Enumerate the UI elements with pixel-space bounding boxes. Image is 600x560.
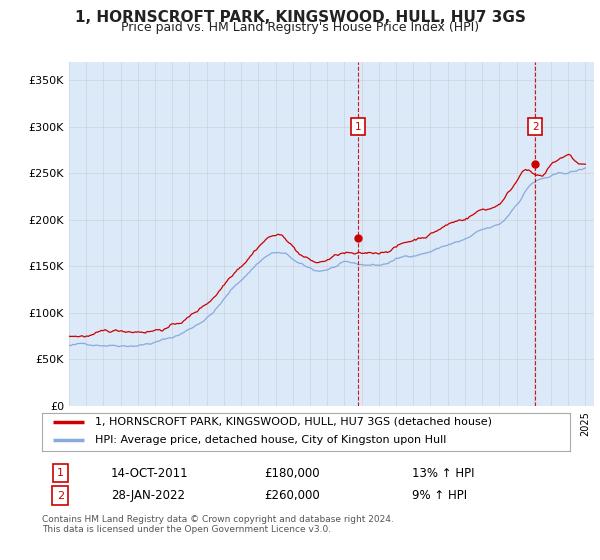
Text: Price paid vs. HM Land Registry's House Price Index (HPI): Price paid vs. HM Land Registry's House … <box>121 21 479 34</box>
Text: 28-JAN-2022: 28-JAN-2022 <box>110 489 185 502</box>
Text: HPI: Average price, detached house, City of Kingston upon Hull: HPI: Average price, detached house, City… <box>95 435 446 445</box>
Text: 2: 2 <box>57 491 64 501</box>
Text: £260,000: £260,000 <box>264 489 320 502</box>
Text: 1, HORNSCROFT PARK, KINGSWOOD, HULL, HU7 3GS: 1, HORNSCROFT PARK, KINGSWOOD, HULL, HU7… <box>74 10 526 25</box>
Text: 1, HORNSCROFT PARK, KINGSWOOD, HULL, HU7 3GS (detached house): 1, HORNSCROFT PARK, KINGSWOOD, HULL, HU7… <box>95 417 492 427</box>
Text: 1: 1 <box>57 468 64 478</box>
Text: 1: 1 <box>355 122 361 132</box>
Text: 14-OCT-2011: 14-OCT-2011 <box>110 466 188 479</box>
Text: 2: 2 <box>532 122 538 132</box>
Text: 9% ↑ HPI: 9% ↑ HPI <box>412 489 467 502</box>
Text: £180,000: £180,000 <box>264 466 319 479</box>
Text: 13% ↑ HPI: 13% ↑ HPI <box>412 466 474 479</box>
Text: Contains HM Land Registry data © Crown copyright and database right 2024.
This d: Contains HM Land Registry data © Crown c… <box>42 515 394 534</box>
